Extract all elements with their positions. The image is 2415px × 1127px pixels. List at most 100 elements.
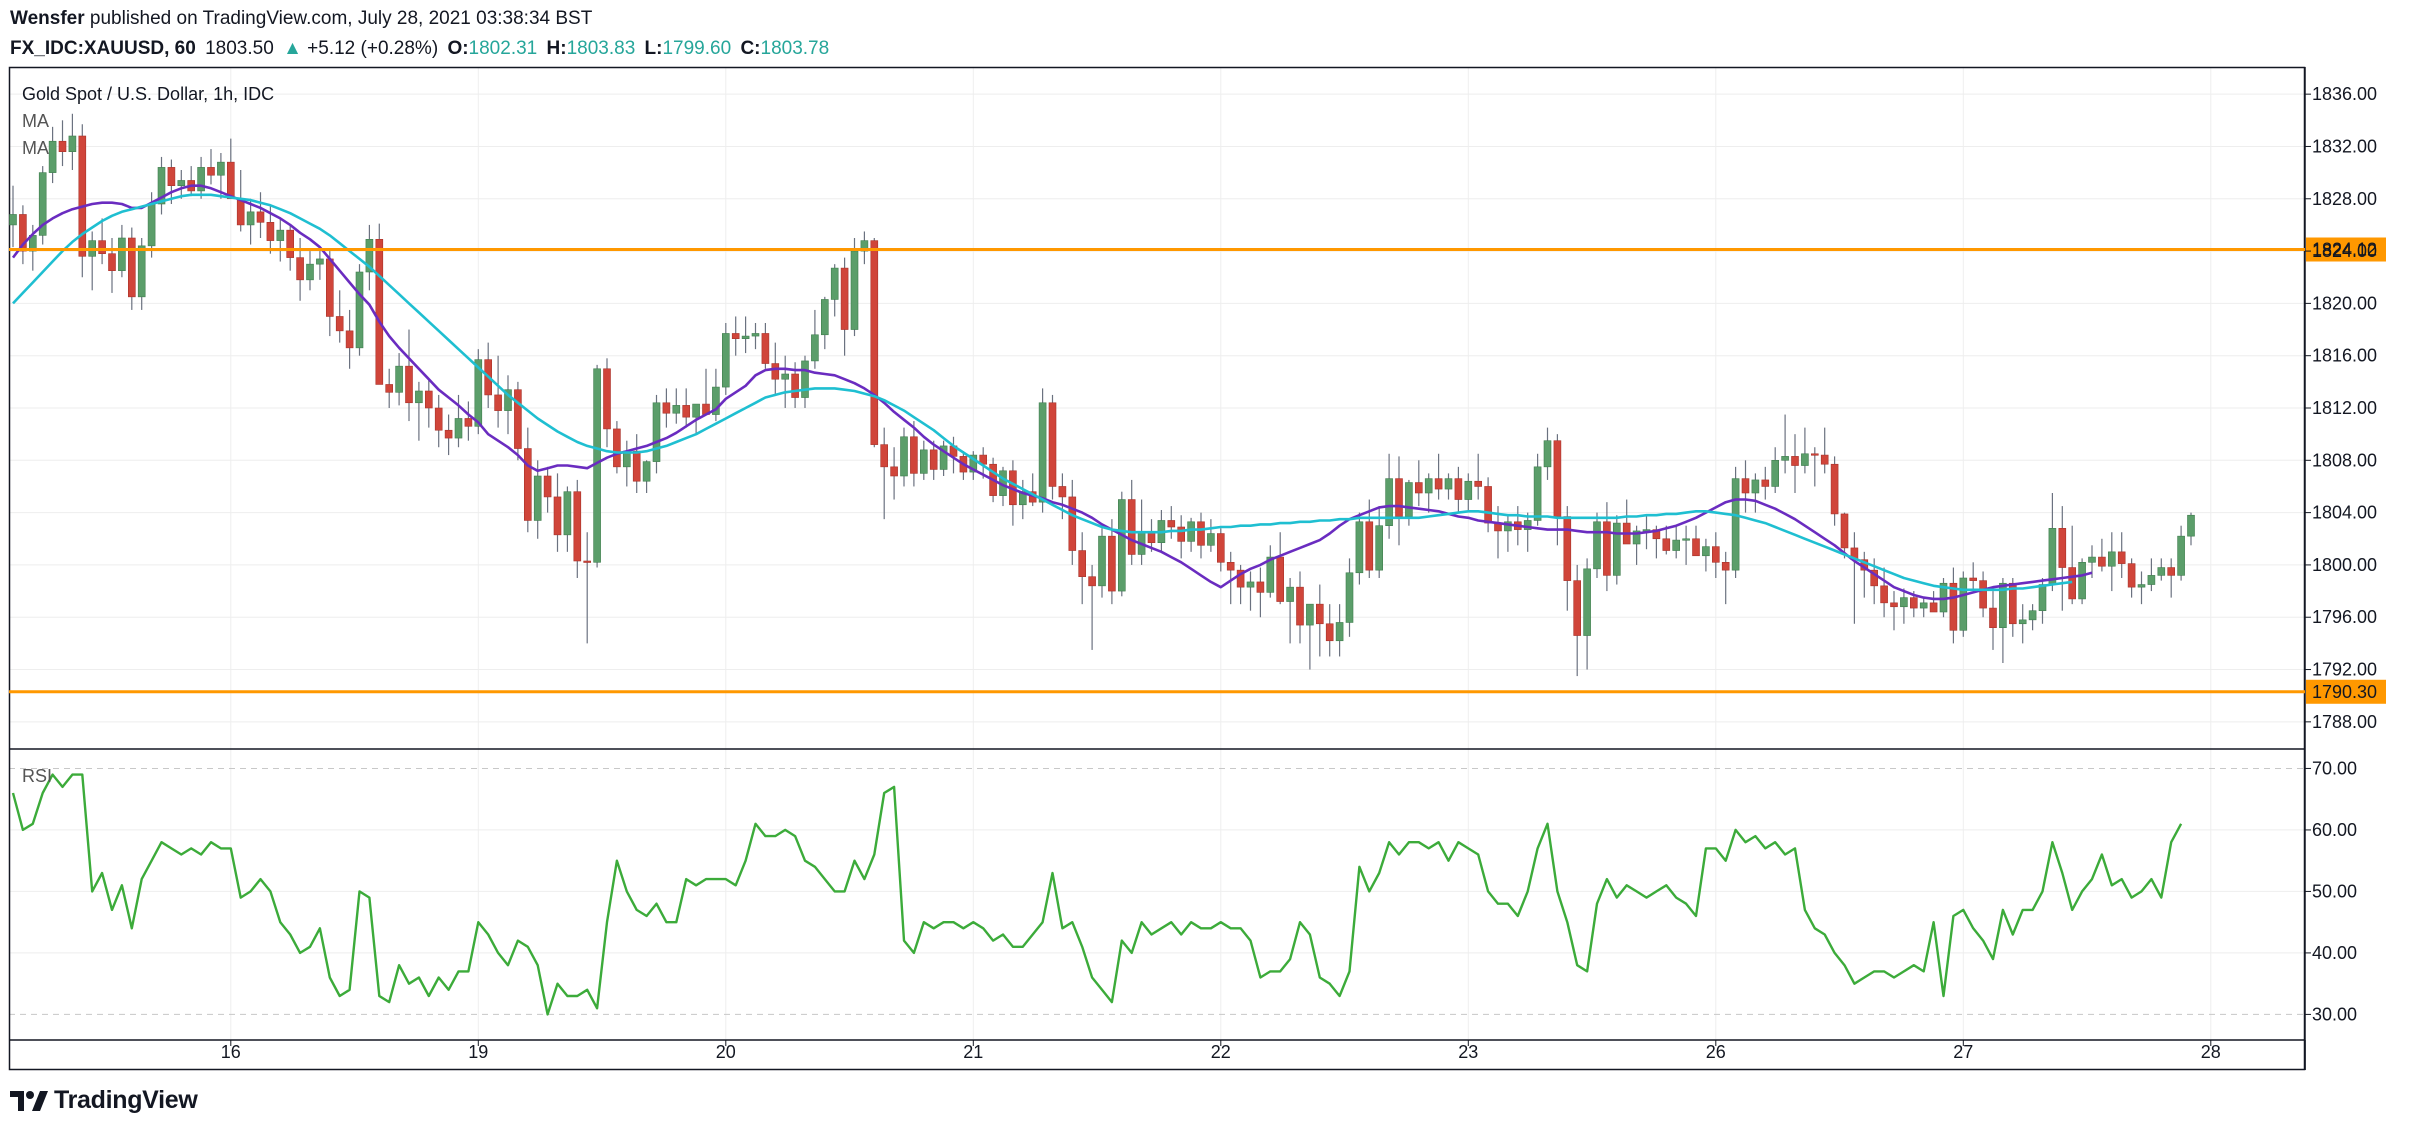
candle-body: [2157, 567, 2166, 576]
candle-body: [1870, 569, 1878, 587]
candle-body: [523, 448, 532, 521]
candle-body: [236, 198, 245, 226]
moving-averages: [11, 184, 2093, 601]
candle-body: [533, 475, 542, 521]
change-arrow-icon: ▲: [283, 38, 302, 59]
candle-body: [1959, 577, 1968, 631]
candle-body: [1523, 520, 1532, 530]
candle-body: [375, 239, 384, 385]
candle-body: [78, 135, 87, 257]
candle-body: [840, 267, 849, 330]
author-name[interactable]: Wensfer: [10, 8, 85, 29]
candle-body: [1731, 478, 1740, 571]
price-tick-label: 1832.00: [2312, 136, 2377, 156]
candle-body: [2048, 528, 2057, 585]
candle-body: [731, 333, 740, 339]
candle-body: [939, 445, 948, 470]
candle-body: [1533, 466, 1542, 521]
price-tick-label: 1836.00: [2312, 84, 2377, 104]
candle-body: [632, 450, 641, 482]
candle-body: [256, 211, 265, 223]
price-change: +5.12 (+0.28%): [307, 38, 439, 59]
candle-body: [2137, 584, 2146, 588]
candle-body: [1543, 440, 1552, 468]
candle-body: [98, 240, 106, 254]
candle-body: [1207, 533, 1215, 546]
price-line-label: 1824.12: [2312, 240, 2377, 260]
candle-body: [1048, 402, 1057, 487]
x-tick-label: 26: [1706, 1042, 1726, 1062]
candle-body: [1127, 499, 1136, 555]
candle-body: [741, 335, 750, 339]
candle-body: [1712, 546, 1720, 563]
candle-body: [1316, 603, 1324, 625]
candle-body: [157, 167, 166, 205]
close-label: C:: [740, 38, 761, 59]
candle-body: [682, 405, 691, 418]
candle-body: [2117, 551, 2126, 564]
rsi-label[interactable]: RSI: [22, 766, 52, 786]
candle-body: [128, 237, 136, 298]
horizontal-lines[interactable]: 1824.12 1790.30: [9, 237, 2386, 704]
candle-body: [68, 135, 77, 152]
grid: [9, 68, 2305, 1039]
candle-body: [1474, 480, 1482, 487]
candle-body: [147, 203, 156, 247]
candle-body: [2018, 619, 2027, 625]
candle-body: [1484, 486, 1492, 524]
tradingview-logo[interactable]: TradingView: [10, 1082, 198, 1118]
candle-body: [929, 449, 938, 470]
candle-body: [1306, 603, 1314, 626]
candle-body: [1563, 516, 1572, 581]
price-tick-label: 1816.00: [2312, 346, 2377, 366]
ma-label-2[interactable]: MA: [22, 138, 49, 158]
candle-body: [38, 172, 47, 236]
candle-body: [969, 454, 978, 473]
candle-body: [1662, 538, 1671, 551]
candle-body: [1969, 577, 1977, 581]
candle-body: [583, 560, 592, 563]
candle-body: [217, 161, 225, 176]
candle-body: [9, 214, 17, 226]
candle-body: [2127, 563, 2136, 588]
candle-body: [761, 333, 770, 364]
candle-body: [177, 180, 186, 186]
candle-body: [316, 258, 324, 265]
candle-body: [167, 167, 176, 186]
brand-name: TradingView: [54, 1085, 198, 1114]
candle-body: [504, 389, 512, 411]
candle-body: [197, 167, 205, 192]
price-tick-label: 1808.00: [2312, 450, 2377, 470]
candle-body: [811, 334, 819, 362]
candle-body: [1167, 520, 1176, 528]
candle-body: [1949, 582, 1958, 631]
price-tick-label: 1820.00: [2312, 293, 2377, 313]
candle-body: [118, 237, 126, 271]
candle-body: [207, 167, 215, 176]
candle-body: [1840, 513, 1849, 549]
candle-body: [919, 449, 928, 474]
candle-body: [1434, 478, 1443, 490]
ma-label-1[interactable]: MA: [22, 111, 49, 131]
candle-body: [1276, 556, 1284, 602]
price-tick-label: 1788.00: [2312, 712, 2377, 732]
candle-body: [227, 161, 235, 200]
candle-body: [1553, 440, 1562, 517]
candle-body: [1702, 546, 1710, 557]
price-line-label: 1790.30: [2312, 682, 2377, 702]
x-tick-label: 19: [468, 1042, 488, 1062]
tradingview-logo-icon: [10, 1091, 48, 1111]
high-value: 1803.83: [566, 38, 636, 59]
chart-frame: [8, 66, 2306, 1071]
candle-body: [1464, 480, 1473, 500]
candle-body: [712, 386, 720, 415]
candle-body: [1741, 478, 1750, 494]
candle-body: [1415, 482, 1423, 494]
candle-body: [1593, 521, 1601, 570]
candle-body: [1751, 479, 1760, 494]
candle-body: [1919, 602, 1928, 609]
candle-body: [1355, 521, 1364, 574]
candle-body: [1890, 602, 1898, 608]
price-tick-label: 1796.00: [2312, 607, 2377, 627]
